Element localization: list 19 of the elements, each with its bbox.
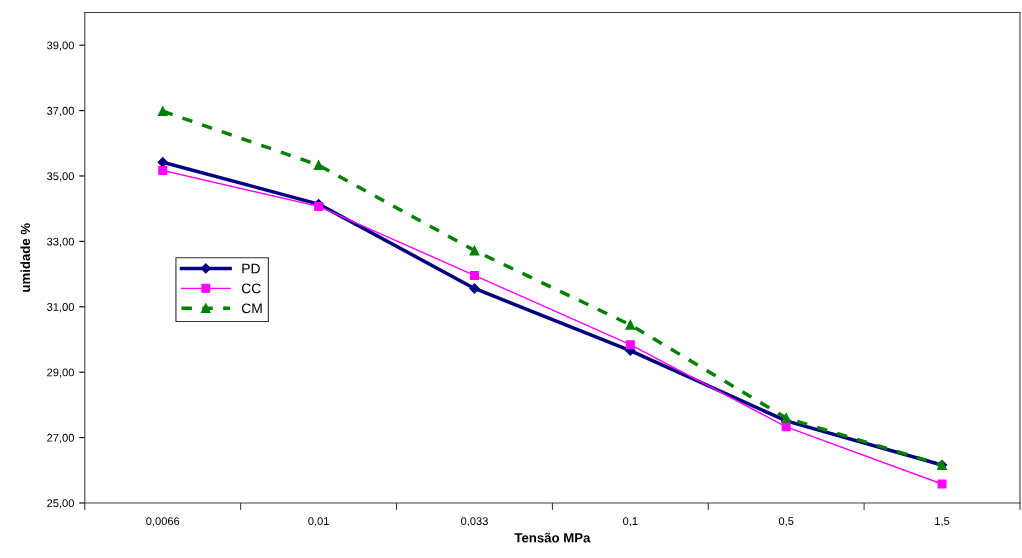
x-tick-label: 0,01 — [308, 517, 329, 527]
x-tick-label: 0,1 — [623, 517, 638, 527]
x-tick-label: 0,0066 — [146, 517, 180, 527]
x-axis-title: Tensão MPa — [514, 532, 591, 543]
y-tick-label: 35,00 — [47, 172, 74, 182]
x-tick-label: 0,5 — [778, 517, 794, 527]
x-tick-label: 1,5 — [935, 517, 950, 527]
y-tick-label: 33,00 — [47, 237, 74, 247]
legend-label: CC — [241, 283, 261, 294]
y-axis-title: umidade % — [20, 223, 31, 292]
y-tick-label: 39,00 — [47, 41, 74, 51]
x-tick-label: 0,033 — [461, 517, 488, 527]
y-tick-label: 29,00 — [47, 368, 74, 378]
y-tick-label: 37,00 — [47, 106, 74, 117]
y-tick-label: 31,00 — [47, 303, 74, 313]
legend-label: CM — [241, 303, 262, 314]
y-tick-label: 27,00 — [47, 433, 74, 444]
legend-label: PD — [242, 263, 260, 274]
y-tick-label: 25,00 — [47, 499, 74, 509]
